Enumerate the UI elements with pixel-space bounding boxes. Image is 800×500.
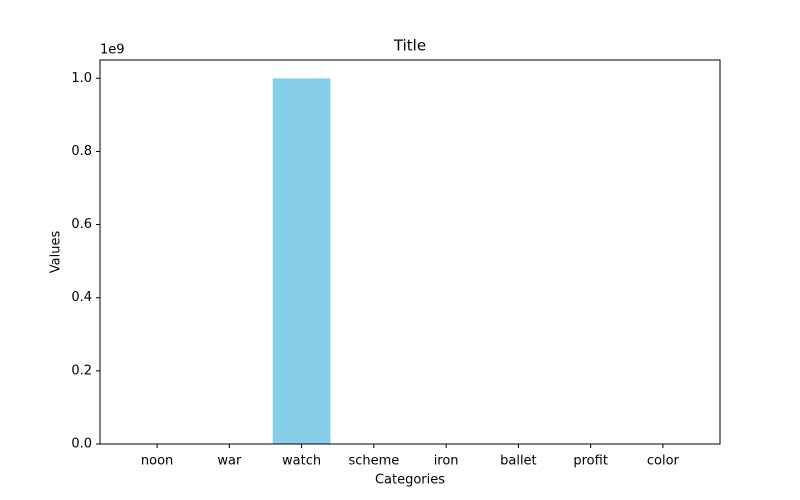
y-tick-label: 0.0 [71, 437, 92, 452]
x-tick-label: iron [434, 454, 459, 469]
x-tick-label: color [647, 454, 680, 469]
x-axis-label: Categories [375, 473, 445, 488]
x-tick-label: watch [282, 454, 321, 469]
x-tick-label: profit [573, 454, 608, 469]
y-tick-label: 0.8 [71, 144, 92, 159]
x-tick-label: war [217, 454, 242, 469]
y-tick-label: 1.0 [71, 71, 92, 86]
plot-frame [99, 59, 721, 445]
bar [272, 78, 331, 445]
y-tick-label: 0.2 [71, 363, 92, 378]
y-tick-label: 0.4 [71, 290, 92, 305]
y-offset-label: 1e9 [100, 43, 125, 58]
chart-title: Title [393, 37, 426, 55]
x-tick-label: noon [141, 454, 173, 469]
y-tick-label: 0.6 [71, 217, 92, 232]
x-tick-label: scheme [348, 454, 399, 469]
y-axis-label: Values [49, 231, 64, 274]
x-tick-label: ballet [500, 454, 537, 469]
